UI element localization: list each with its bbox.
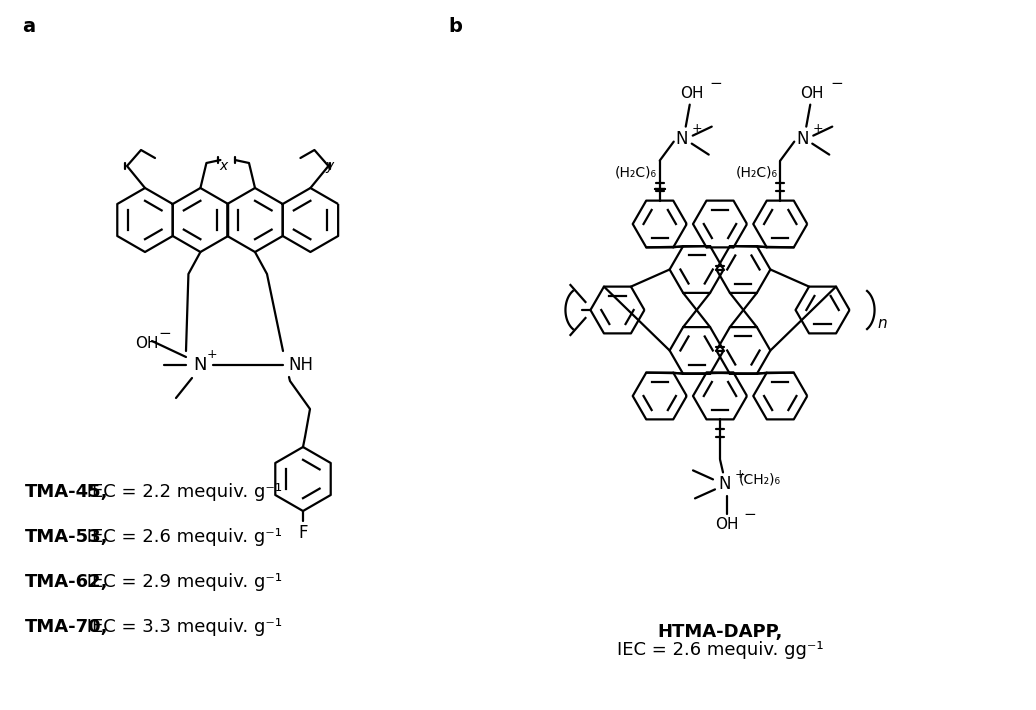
Text: IEC = 2.9 mequiv. g⁻¹: IEC = 2.9 mequiv. g⁻¹ (81, 573, 282, 591)
Text: b: b (448, 17, 462, 36)
Text: N: N (796, 130, 808, 148)
Text: IEC = 2.6 mequiv. g⁻¹: IEC = 2.6 mequiv. g⁻¹ (81, 528, 282, 546)
Text: TMA-62,: TMA-62, (25, 573, 109, 591)
Text: OH: OH (680, 86, 703, 101)
Text: +: + (207, 347, 218, 361)
Text: TMA-45,: TMA-45, (25, 483, 109, 501)
Text: x: x (220, 159, 228, 173)
Text: IEC = 2.6 mequiv. gg⁻¹: IEC = 2.6 mequiv. gg⁻¹ (616, 641, 824, 659)
Text: N: N (719, 476, 731, 493)
Text: −: − (710, 76, 722, 91)
Text: (CH₂)₆: (CH₂)₆ (739, 472, 781, 486)
Text: F: F (298, 524, 308, 542)
Text: +: + (735, 468, 746, 481)
Text: (H₂C)₆: (H₂C)₆ (736, 165, 777, 180)
Text: IEC = 2.2 mequiv. g⁻¹: IEC = 2.2 mequiv. g⁻¹ (81, 483, 282, 501)
Text: +: + (692, 122, 702, 135)
Text: −: − (159, 325, 171, 341)
Text: OH: OH (135, 336, 159, 351)
Text: IEC = 3.3 mequiv. g⁻¹: IEC = 3.3 mequiv. g⁻¹ (81, 618, 282, 636)
Text: n: n (877, 317, 887, 332)
Text: y: y (325, 159, 334, 173)
Text: −: − (743, 507, 755, 522)
Text: N: N (675, 130, 688, 148)
Text: HTMA-DAPP,: HTMA-DAPP, (657, 623, 782, 641)
Text: a: a (22, 17, 35, 36)
Text: OH: OH (715, 517, 739, 532)
Text: N: N (194, 356, 207, 374)
Text: OH: OH (801, 86, 824, 101)
Text: +: + (812, 122, 823, 135)
Text: TMA-70,: TMA-70, (25, 618, 109, 636)
Text: NH: NH (288, 356, 313, 374)
Text: −: − (830, 76, 843, 91)
Text: (H₂C)₆: (H₂C)₆ (614, 165, 657, 180)
Text: TMA-53,: TMA-53, (25, 528, 109, 546)
